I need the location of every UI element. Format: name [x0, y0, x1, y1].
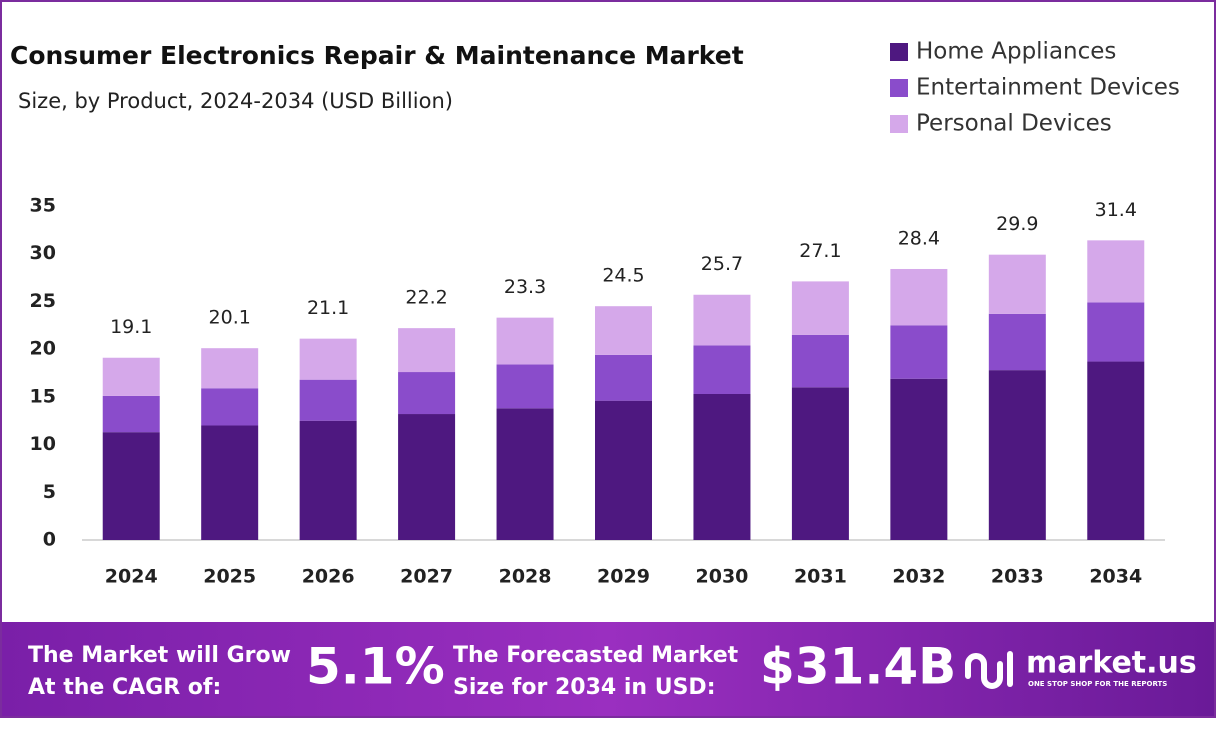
bar-segment	[102, 357, 160, 396]
bar-segment	[102, 432, 160, 540]
bar-segment	[791, 281, 849, 335]
x-tick-label: 2031	[794, 566, 847, 588]
y-tick-label: 10	[30, 433, 56, 455]
total-label: 23.3	[504, 276, 546, 298]
legend-label: Home Appliances	[916, 39, 1116, 65]
bar-segment	[988, 254, 1046, 314]
bar-segment	[595, 306, 652, 355]
legend-swatch	[890, 43, 908, 61]
bar-segment	[693, 294, 751, 346]
bar-segment	[496, 317, 554, 365]
y-tick-label: 25	[30, 290, 56, 312]
bar-segment	[988, 313, 1046, 371]
bar-segment	[890, 268, 948, 326]
total-label: 20.1	[209, 307, 251, 329]
tagline: ONE STOP SHOP FOR THE REPORTS	[1028, 680, 1167, 688]
bar-segment	[496, 364, 554, 409]
total-label: 21.1	[307, 297, 349, 319]
total-label: 28.4	[898, 227, 940, 249]
total-label: 22.2	[405, 287, 447, 309]
bar-segment	[791, 334, 849, 388]
x-tick-label: 2024	[105, 566, 158, 588]
x-tick-label: 2034	[1089, 566, 1142, 588]
bar-segment	[398, 328, 456, 373]
x-tick-label: 2033	[991, 566, 1044, 588]
logo-icon	[965, 651, 1013, 689]
legend-swatch	[890, 115, 908, 133]
y-tick-label: 0	[43, 529, 56, 551]
chart-subtitle: Size, by Product, 2024-2034 (USD Billion…	[18, 89, 453, 113]
bar-segment	[988, 370, 1046, 540]
x-tick-label: 2029	[597, 566, 650, 588]
total-label: 24.5	[602, 265, 644, 287]
x-tick-label: 2025	[203, 566, 256, 588]
bar-segment	[595, 354, 652, 401]
x-tick-label: 2027	[400, 566, 453, 588]
bar-segment	[1087, 240, 1145, 303]
chart-title: Consumer Electronics Repair & Maintenanc…	[10, 41, 744, 70]
legend-swatch	[890, 79, 908, 97]
footer-text: At the CAGR of:	[28, 675, 221, 700]
bar-segment	[890, 378, 948, 540]
bar-segment	[890, 325, 948, 379]
x-tick-label: 2030	[696, 566, 749, 588]
x-tick-label: 2028	[499, 566, 552, 588]
x-tick-label: 2026	[302, 566, 355, 588]
bar-segment	[299, 420, 357, 540]
bar-segment	[693, 393, 751, 540]
total-label: 19.1	[110, 316, 152, 338]
footer-text: The Forecasted Market	[453, 643, 739, 668]
brand: market.us	[1026, 646, 1197, 681]
bar-segment	[595, 400, 652, 540]
bar-segment	[791, 387, 849, 540]
footer-text: The Market will Grow	[28, 643, 291, 668]
y-tick-label: 5	[43, 481, 56, 503]
footer-text: Size for 2034 in USD:	[453, 675, 716, 700]
bar-segment	[201, 425, 259, 540]
bar-segment	[201, 388, 259, 426]
y-tick-label: 30	[30, 242, 56, 264]
bar-segment	[102, 395, 160, 433]
bar-segment	[398, 372, 456, 415]
x-tick-label: 2032	[892, 566, 945, 588]
total-label: 29.9	[996, 213, 1038, 235]
bar-segment	[693, 345, 751, 394]
bar-segment	[201, 348, 259, 389]
total-label: 31.4	[1095, 199, 1137, 221]
bar-segment	[299, 338, 357, 380]
y-tick-label: 15	[30, 385, 56, 407]
bar-segment	[1087, 302, 1145, 362]
y-tick-label: 35	[30, 195, 56, 217]
legend-label: Personal Devices	[916, 111, 1112, 137]
bar-segment	[1087, 361, 1145, 540]
y-tick-label: 20	[30, 338, 56, 360]
bar-segment	[398, 414, 456, 540]
bar-segment	[496, 408, 554, 540]
bar-segment	[299, 379, 357, 421]
total-label: 25.7	[701, 253, 743, 275]
legend-label: Entertainment Devices	[916, 75, 1180, 101]
cagr-value: 5.1%	[306, 638, 445, 696]
total-label: 27.1	[799, 240, 841, 262]
size-value: $31.4B	[760, 638, 956, 696]
